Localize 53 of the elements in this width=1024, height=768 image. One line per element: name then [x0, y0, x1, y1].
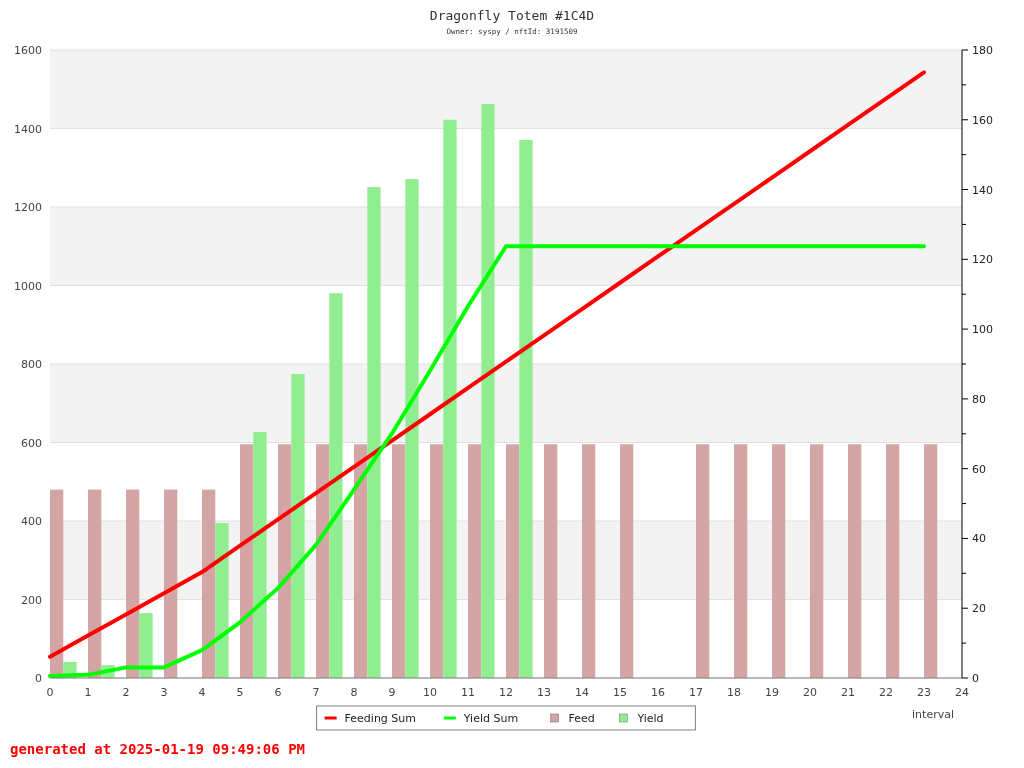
x-tick-label: 13 — [537, 686, 551, 699]
legend-label: Feeding Sum — [344, 712, 417, 725]
x-tick-label: 21 — [841, 686, 855, 699]
y2-tick-label: 20 — [972, 602, 986, 616]
x-tick-label: 0 — [46, 686, 54, 699]
x-tick-label: 16 — [651, 686, 665, 699]
x-tick-label: 9 — [388, 686, 396, 699]
x-tick-label: 1 — [84, 686, 92, 699]
legend-label: Yield Sum — [462, 712, 519, 725]
x-tick-label: 2 — [122, 686, 130, 699]
y-tick-label: 600 — [21, 436, 42, 450]
x-tick-label: 22 — [879, 686, 893, 699]
x-tick-label: 23 — [917, 686, 931, 699]
y2-tick-label: 60 — [972, 462, 986, 476]
legend-label: Yield — [636, 712, 664, 725]
x-tick-label: 14 — [575, 686, 589, 699]
y2-tick-label: 40 — [972, 532, 986, 546]
x-tick-label: 17 — [689, 686, 703, 699]
y-tick-label: 1200 — [14, 201, 42, 214]
x-axis-title: interval — [912, 708, 954, 721]
x-tick-label: 24 — [955, 686, 969, 699]
y2-tick-label: 0 — [972, 672, 979, 685]
x-tick-label: 5 — [236, 686, 244, 699]
x-tick-label: 20 — [803, 686, 817, 699]
x-tick-label: 6 — [274, 686, 282, 699]
x-tick-label: 8 — [350, 686, 358, 699]
x-tick-label: 18 — [727, 686, 741, 699]
x-tick-label: 3 — [160, 686, 168, 699]
x-tick-label: 15 — [613, 686, 627, 699]
y2-tick-label: 140 — [972, 183, 993, 197]
y-tick-label: 400 — [21, 515, 42, 528]
legend-label: Feed — [568, 712, 595, 725]
x-tick-label: 7 — [312, 686, 320, 699]
x-tick-label: 19 — [765, 686, 779, 699]
chart-title: Dragonfly Totem #1C4D — [429, 8, 595, 23]
y2-tick-label: 180 — [972, 44, 993, 57]
text: generated at 2025-01-19 09:49:06 PM — [10, 741, 306, 757]
x-tick-label: 4 — [198, 686, 206, 699]
y-tick-label: 1600 — [14, 44, 42, 57]
y-tick-label: 1400 — [14, 122, 42, 136]
line-series — [48, 70, 926, 659]
line-series — [48, 244, 926, 679]
x-tick-label: 11 — [461, 686, 475, 699]
y-tick-label: 1000 — [14, 279, 42, 293]
y2-tick-label: 80 — [972, 392, 986, 406]
x-tick-label: 10 — [423, 686, 437, 699]
y2-tick-label: 120 — [972, 253, 993, 267]
y-tick-label: 800 — [21, 358, 42, 371]
x-tick-label: 12 — [499, 686, 513, 699]
y-tick-label: 200 — [21, 593, 42, 607]
y2-tick-label: 160 — [972, 113, 993, 127]
y2-tick-label: 100 — [972, 323, 993, 337]
y-tick-label: 0 — [35, 672, 42, 685]
